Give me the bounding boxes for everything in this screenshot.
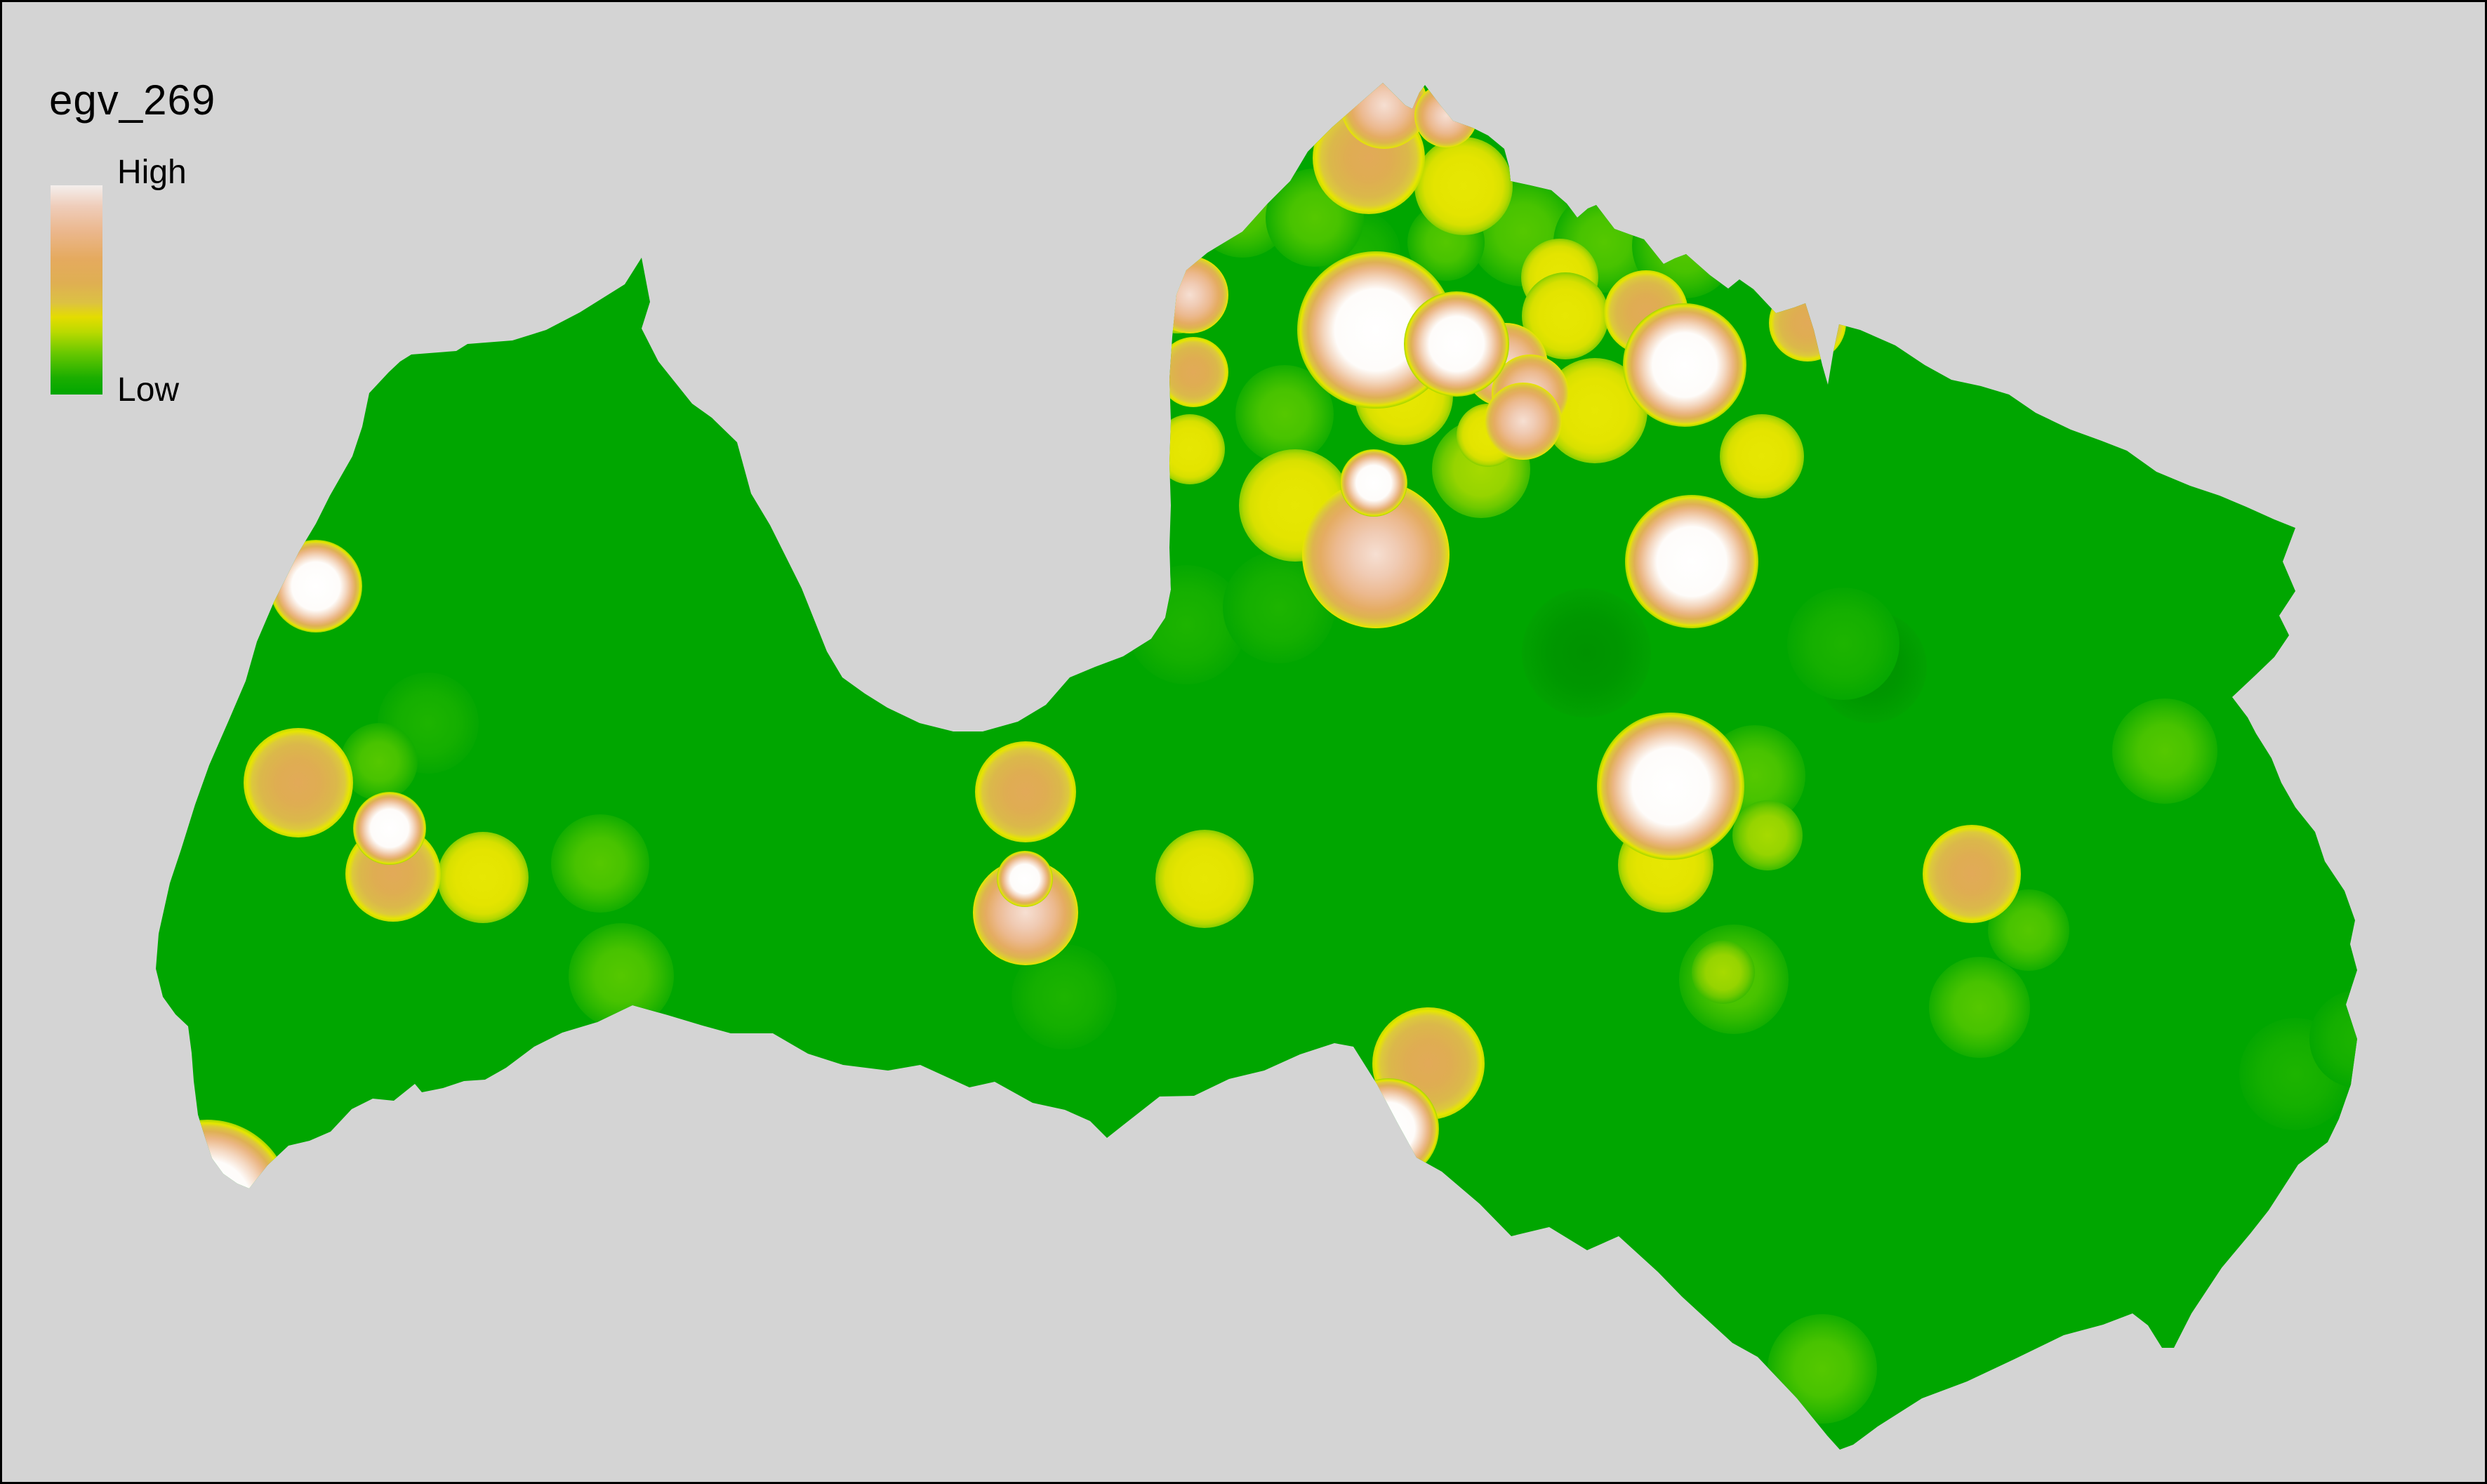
- density-blob-yellow: [1155, 830, 1254, 928]
- density-blob-tan: [1923, 825, 2021, 923]
- density-blob-ltgreen: [340, 723, 418, 800]
- density-blob-yelgreen: [1692, 941, 1755, 1004]
- density-blob-midgreen: [2309, 990, 2357, 1088]
- density-blob-white: [1404, 291, 1509, 397]
- density-blob-yellow: [1414, 137, 1513, 235]
- density-blob-yellow: [437, 832, 529, 923]
- density-blob-midgreen: [1012, 944, 1117, 1049]
- density-blob-white: [997, 851, 1053, 907]
- density-blob-tan: [975, 741, 1076, 842]
- density-blob-yellow: [1522, 272, 1609, 359]
- density-blob-tan: [1158, 337, 1228, 407]
- density-blob-ltgreen: [1929, 957, 2030, 1058]
- density-blob-dkgreen: [1522, 588, 1651, 717]
- density-blob-yellow: [1542, 358, 1647, 463]
- density-blob-yelgreen: [1732, 800, 1803, 870]
- density-blob-ltgreen: [2112, 698, 2217, 804]
- density-blob-yellow: [1155, 414, 1225, 484]
- density-blob-white: [1597, 713, 1744, 860]
- density-blob-ltgreen: [1988, 889, 2069, 971]
- density-blob-white: [1623, 303, 1746, 427]
- density-blob-white: [1340, 449, 1407, 517]
- density-blob-pink: [1485, 383, 1562, 460]
- density-blob-pink: [1302, 481, 1450, 628]
- density-blob-white: [353, 792, 426, 865]
- density-blob-midgreen: [1787, 588, 1899, 700]
- density-blob-white: [1625, 495, 1758, 628]
- plot-title: egv_269: [49, 77, 216, 124]
- density-blob-ltgreen: [1235, 365, 1334, 463]
- density-blob-tan: [244, 728, 353, 837]
- density-blob-yellow: [1720, 414, 1804, 498]
- density-blob-ltgreen: [551, 814, 649, 913]
- density-blob-ltgreen: [569, 923, 674, 1028]
